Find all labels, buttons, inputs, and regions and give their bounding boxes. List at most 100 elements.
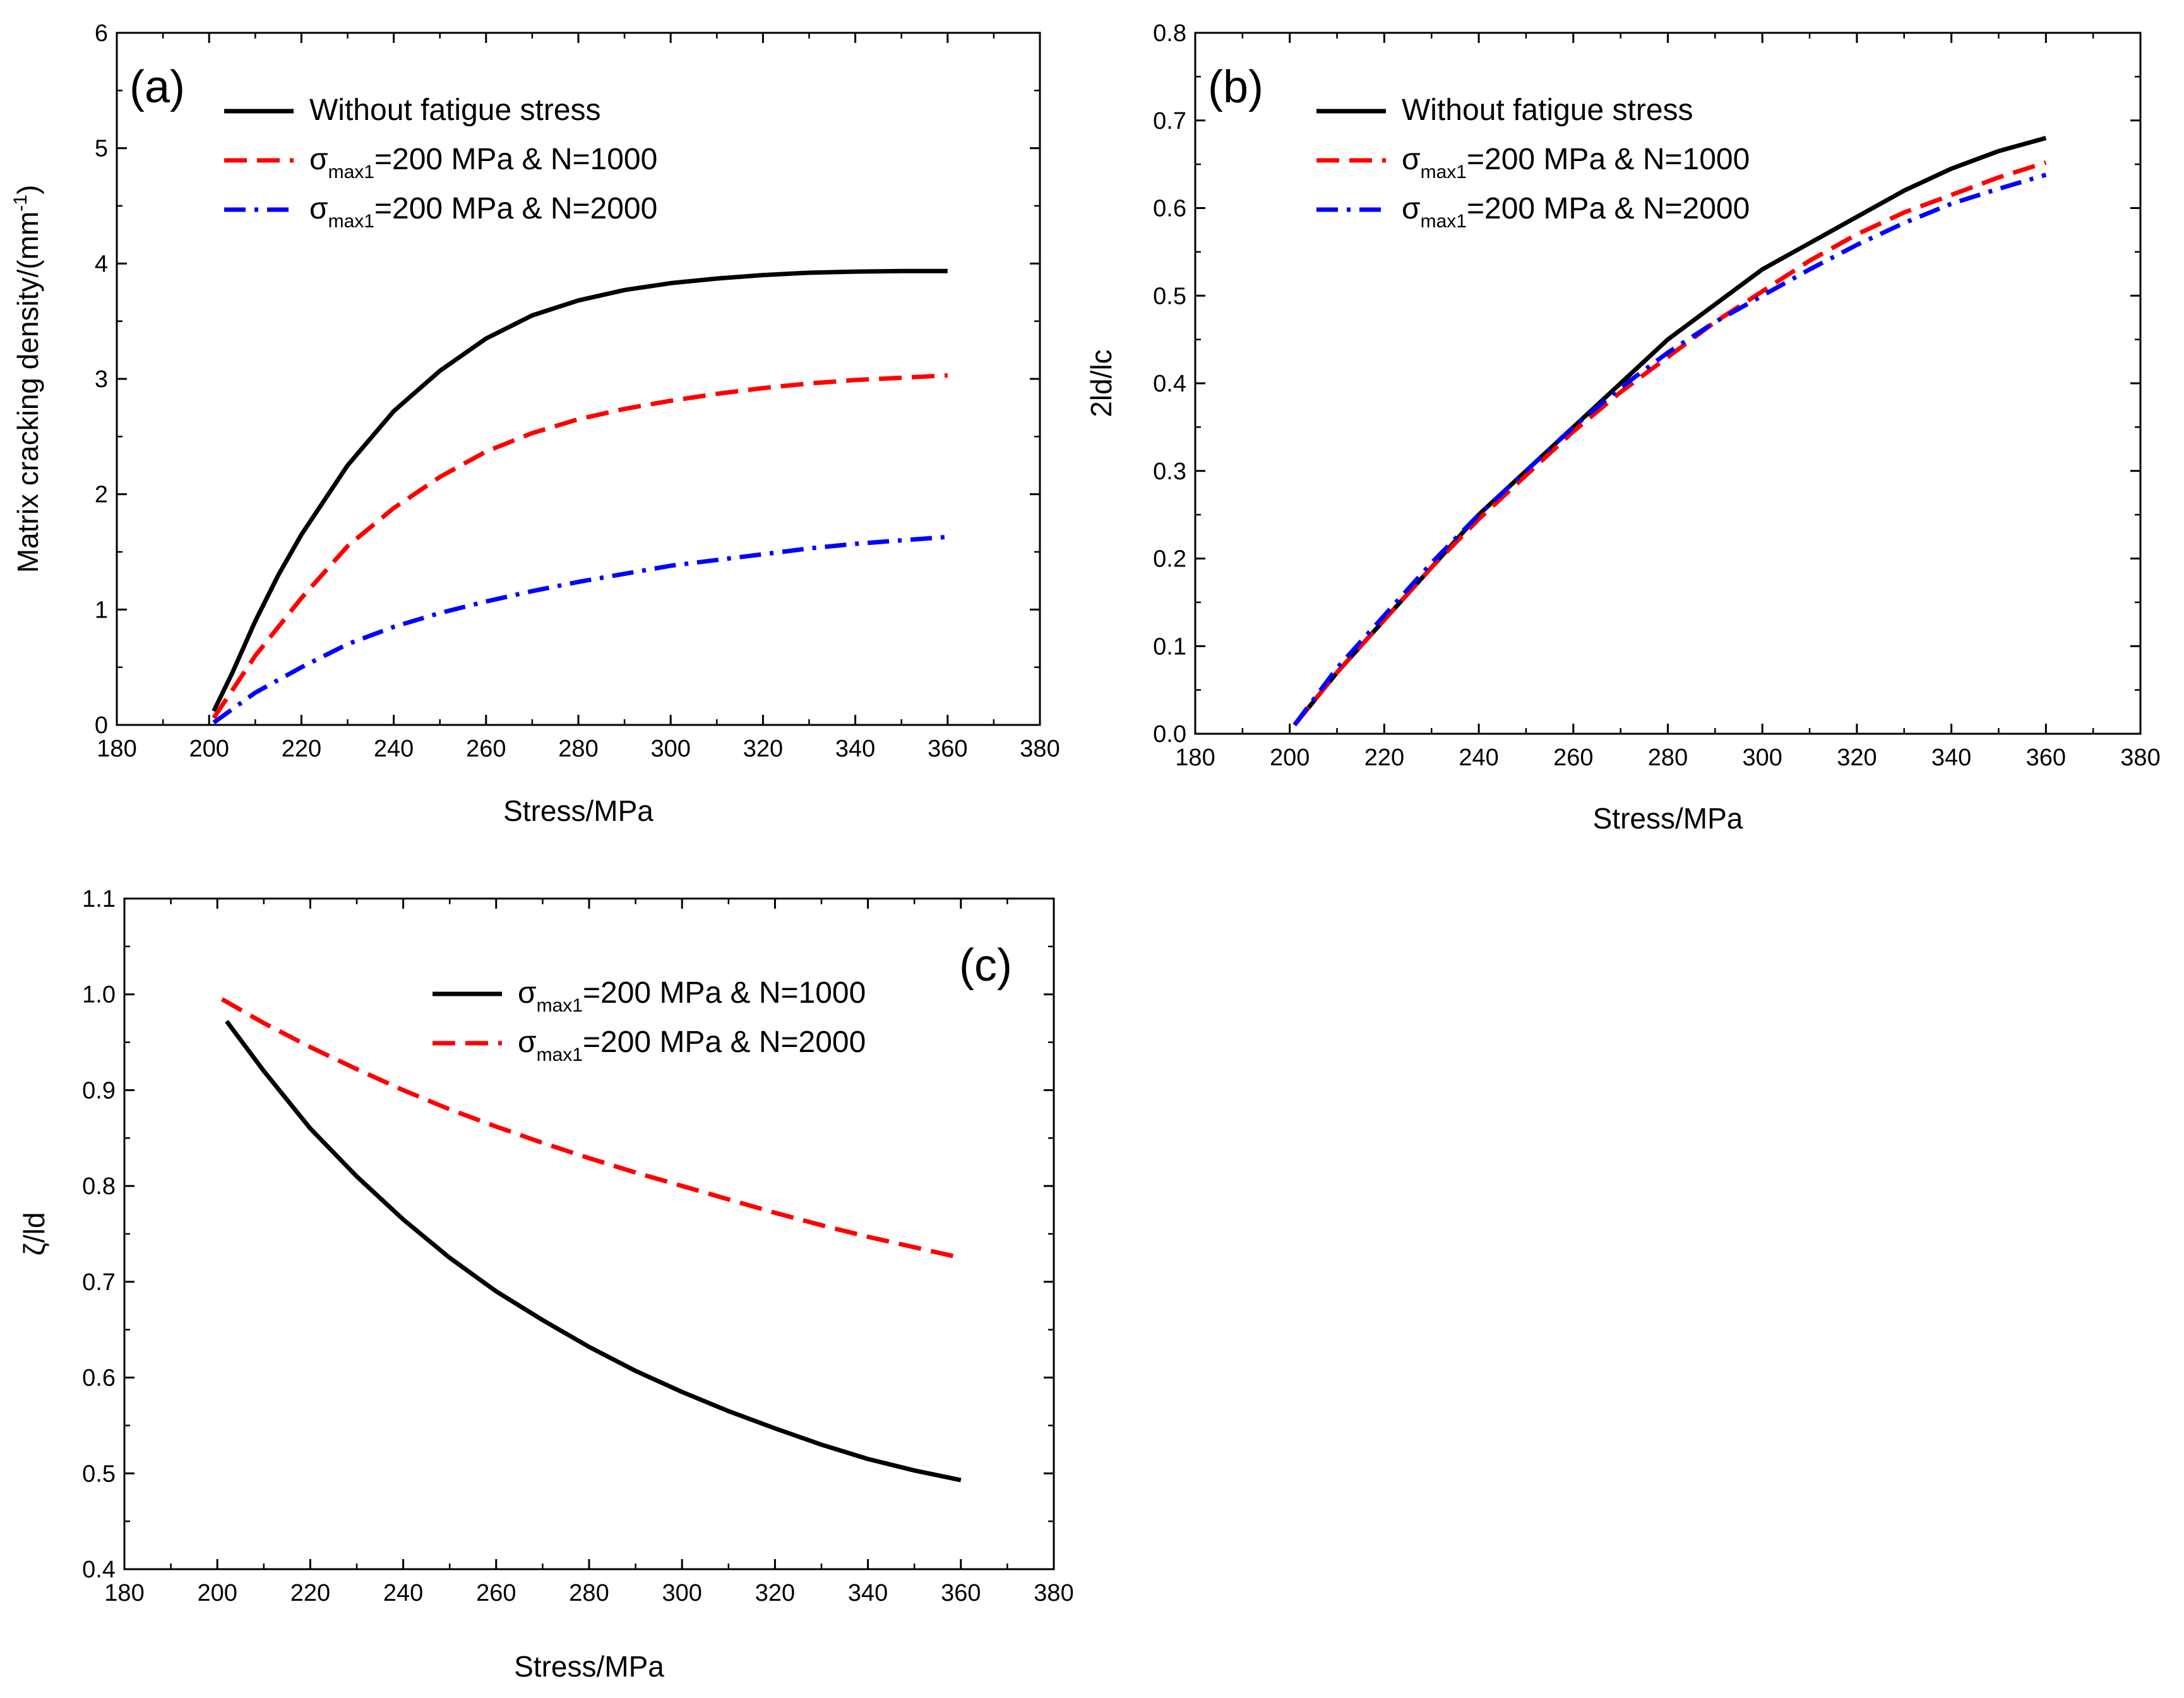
- legend-entry: σmax1=200 MPa & N=1000: [518, 976, 866, 1016]
- x-tick-label: 200: [197, 1580, 237, 1606]
- y-tick-label: 0.0: [1153, 721, 1186, 748]
- legend-entry: Without fatigue stress: [309, 93, 601, 127]
- legend-rest: =200 MPa & N=2000: [583, 1025, 866, 1059]
- y-tick-label: 1.1: [82, 886, 116, 912]
- x-tick-label: 340: [1931, 744, 1971, 771]
- panel-label: (c): [959, 940, 1012, 991]
- y-axis-title: ζ/ld: [18, 1212, 51, 1256]
- x-tick-label: 180: [104, 1580, 144, 1606]
- legend-rest: =200 MPa & N=1000: [583, 976, 866, 1010]
- x-tick-label: 220: [290, 1580, 330, 1606]
- series-line-a-0: [212, 268, 948, 712]
- series-line-a-2: [212, 534, 948, 725]
- y-axis-title: 2ld/lc: [1085, 349, 1118, 417]
- x-tick-label: 200: [1270, 744, 1310, 771]
- y-tick-label: 1.0: [82, 982, 116, 1008]
- y-tick-label: 3: [95, 366, 108, 393]
- x-tick-label: 340: [835, 736, 875, 762]
- series-line-b-1: [1292, 160, 2047, 727]
- x-tick-label: 300: [1742, 744, 1782, 771]
- x-tick-label: 280: [1648, 744, 1688, 771]
- legend-entry: σmax1=200 MPa & N=1000: [1402, 143, 1750, 182]
- chart-panel-c: 180 200 220 240 260 280 300 320 340 360 380 0.4 0.5 0…: [18, 886, 1074, 1683]
- x-tick-label: 220: [1364, 744, 1404, 771]
- series-line-b-2: [1292, 172, 2047, 727]
- x-tick-label: 180: [97, 736, 136, 762]
- panel-label: (a): [129, 62, 185, 112]
- legend-entry: σmax1=200 MPa & N=2000: [518, 1025, 866, 1065]
- legend-sigma: σ: [309, 192, 328, 225]
- x-tick-label: 300: [650, 736, 690, 762]
- x-tick-label: 280: [558, 736, 598, 762]
- x-tick-label: 360: [941, 1580, 981, 1606]
- plot-frame: [1194, 32, 2142, 735]
- x-tick-label: 380: [2120, 744, 2160, 771]
- y-tick-label: 0.6: [1153, 196, 1186, 222]
- y-tick-label: 0.8: [1153, 20, 1186, 47]
- legend-entry: σmax1=200 MPa & N=2000: [1402, 192, 1750, 232]
- y-tick-label: 0.3: [1153, 458, 1186, 485]
- series-line-c-0: [225, 1020, 962, 1483]
- y-tick-label: 0.7: [82, 1269, 116, 1296]
- y-tick-label: 2: [95, 482, 108, 508]
- legend-sigma: σ: [518, 1025, 537, 1059]
- series-line-a-1: [212, 373, 948, 719]
- y-tick-label: 4: [95, 251, 108, 277]
- x-tick-label: 240: [1459, 744, 1498, 771]
- y-tick-label: 0.9: [82, 1077, 116, 1104]
- x-tick-label: 340: [848, 1580, 888, 1606]
- y-tick-label: 0.4: [82, 1557, 116, 1583]
- x-tick-label: 260: [466, 736, 506, 762]
- legend-subscript: max1: [1421, 162, 1467, 182]
- legend-rest: =200 MPa & N=1000: [374, 143, 657, 176]
- legend-subscript: max1: [537, 1044, 583, 1065]
- y-tick-label: 0.7: [1153, 108, 1186, 135]
- legend-sigma: σ: [1402, 192, 1421, 225]
- legend-entry: σmax1=200 MPa & N=2000: [309, 192, 657, 232]
- legend-subscript: max1: [328, 162, 374, 182]
- x-tick-label: 240: [383, 1580, 423, 1606]
- series-line-c-1: [220, 997, 962, 1260]
- x-axis-title: Stress/MPa: [503, 794, 653, 827]
- y-axis-title-main: Matrix cracking density/(mm: [11, 212, 44, 573]
- x-tick-label: 380: [1020, 736, 1059, 762]
- legend-sigma: σ: [309, 143, 328, 176]
- y-axis-title: Matrix cracking density/(mm-1): [10, 185, 44, 573]
- y-tick-label: 0.5: [1153, 283, 1186, 309]
- x-tick-label: 260: [476, 1580, 516, 1606]
- y-tick-label: 6: [95, 20, 108, 47]
- y-tick-label: 0.1: [1153, 633, 1186, 660]
- legend-rest: =200 MPa & N=2000: [1467, 192, 1750, 225]
- series-line-b-0: [1292, 136, 2047, 727]
- x-tick-label: 180: [1175, 744, 1215, 771]
- y-tick-label: 0.8: [82, 1173, 116, 1200]
- y-tick-label: 0.6: [82, 1365, 116, 1392]
- legend-sigma: σ: [518, 976, 537, 1010]
- legend-sigma: σ: [1402, 143, 1421, 176]
- legend-entry: Without fatigue stress: [1402, 93, 1693, 127]
- legend-subscript: max1: [1421, 211, 1467, 232]
- legend-entry: σmax1=200 MPa & N=1000: [309, 143, 657, 182]
- x-tick-label: 360: [2026, 744, 2066, 771]
- legend-subscript: max1: [537, 995, 583, 1016]
- x-tick-label: 320: [1837, 744, 1877, 771]
- legend-subscript: max1: [328, 211, 374, 232]
- x-tick-label: 300: [662, 1580, 701, 1606]
- x-tick-label: 240: [374, 736, 414, 762]
- y-tick-label: 0.4: [1153, 371, 1186, 397]
- y-tick-label: 0.2: [1153, 546, 1186, 573]
- panel-label: (b): [1208, 62, 1263, 112]
- x-tick-label: 320: [755, 1580, 795, 1606]
- x-tick-label: 280: [569, 1580, 609, 1606]
- y-axis-title-sup: -1: [10, 194, 31, 212]
- y-tick-label: 1: [95, 597, 108, 623]
- x-tick-label: 220: [282, 736, 321, 762]
- x-tick-label: 380: [1034, 1580, 1073, 1606]
- y-tick-label: 0.5: [82, 1461, 116, 1487]
- x-tick-label: 200: [189, 736, 229, 762]
- x-axis-title: Stress/MPa: [514, 1650, 664, 1683]
- chart-panel-a: 180 200 220 240 260 280 300 320 340 360 380 0 1 2 3 4 5 6…: [10, 20, 1060, 827]
- y-axis-title-end: ): [11, 185, 44, 194]
- y-tick-label: 5: [95, 136, 108, 162]
